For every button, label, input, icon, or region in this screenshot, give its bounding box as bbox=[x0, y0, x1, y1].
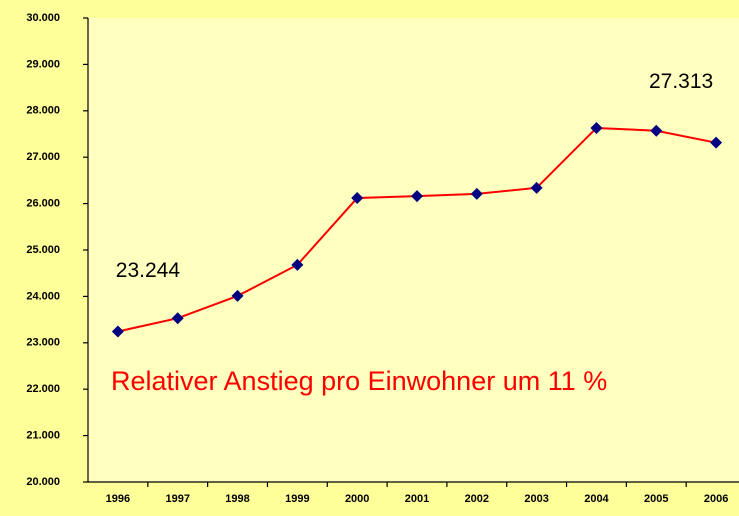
plot-area bbox=[88, 18, 739, 482]
data-label: 23.244 bbox=[116, 259, 181, 282]
marker bbox=[411, 190, 423, 203]
y-tick-label: 26.000 bbox=[26, 198, 60, 210]
marker bbox=[710, 136, 723, 149]
y-tick-label: 25.000 bbox=[26, 244, 60, 256]
x-tick-label: 2004 bbox=[584, 493, 609, 505]
y-tick-label: 28.000 bbox=[26, 105, 60, 117]
marker bbox=[111, 325, 124, 338]
x-tick-label: 2005 bbox=[644, 493, 668, 505]
y-tick-label: 23.000 bbox=[26, 337, 60, 349]
y-tick-label: 21.000 bbox=[26, 430, 60, 442]
y-tick-label: 30.000 bbox=[26, 12, 60, 24]
y-tick-label: 24.000 bbox=[26, 290, 60, 302]
x-tick-label: 1996 bbox=[106, 493, 130, 505]
y-tick-label: 20.000 bbox=[26, 476, 60, 488]
marker bbox=[171, 312, 184, 325]
marker bbox=[590, 121, 603, 134]
annotation: Relativer Anstieg pro Einwohner um 11 % bbox=[111, 366, 607, 396]
x-tick-label: 2006 bbox=[704, 493, 728, 505]
marker bbox=[231, 289, 244, 302]
x-tick-label: 2000 bbox=[345, 493, 369, 505]
x-tick-label: 2002 bbox=[465, 493, 489, 505]
y-tick-label: 27.000 bbox=[26, 151, 60, 163]
data-label: 27.313 bbox=[649, 70, 713, 93]
marker bbox=[351, 192, 364, 205]
x-tick-label: 1998 bbox=[225, 493, 249, 505]
x-tick-label: 1997 bbox=[165, 493, 189, 505]
marker bbox=[470, 187, 483, 200]
x-tick-label: 1999 bbox=[285, 493, 309, 505]
x-tick-label: 2001 bbox=[405, 493, 429, 505]
y-tick-label: 22.000 bbox=[26, 383, 60, 395]
y-tick-label: 29.000 bbox=[26, 58, 60, 70]
x-tick-label: 2003 bbox=[524, 493, 548, 505]
marker bbox=[291, 258, 304, 271]
marker bbox=[530, 181, 543, 194]
marker bbox=[650, 124, 663, 137]
